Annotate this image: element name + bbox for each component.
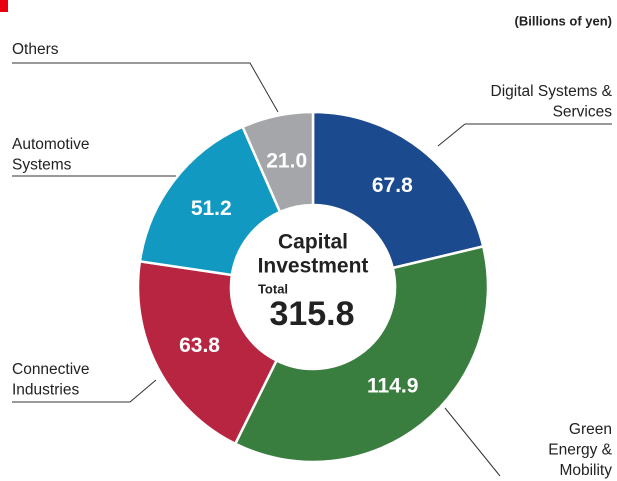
donut-segment [136, 259, 279, 446]
leader-line [12, 62, 279, 113]
value-label: 51.2 [191, 197, 232, 220]
category-label: Digital Systems & [491, 83, 613, 100]
center-title: Investment [258, 255, 369, 278]
category-label: Industries [12, 382, 79, 399]
value-label: 63.8 [179, 334, 220, 357]
category-label: Automotive [12, 136, 90, 153]
category-label: Green [569, 421, 612, 438]
category-label: Others [12, 41, 59, 58]
center-title: Capital [278, 231, 348, 254]
value-label: 114.9 [367, 375, 418, 398]
leader-line [444, 407, 501, 477]
unit-label: (Billions of yen) [515, 13, 613, 28]
category-label: Connective [12, 361, 90, 378]
category-label: Energy & [548, 442, 612, 459]
category-label: Systems [12, 157, 72, 174]
corner-mark [0, 0, 8, 12]
leader-line [12, 379, 157, 403]
category-label: Services [553, 104, 613, 121]
donut-segment [138, 125, 282, 277]
value-label: 21.0 [266, 149, 307, 172]
value-label: 67.8 [372, 174, 413, 197]
donut-segment [233, 244, 490, 464]
total-label: Total [258, 281, 288, 296]
donut-segment [240, 110, 315, 214]
category-label: Mobility [559, 462, 612, 479]
total-value: 315.8 [269, 295, 354, 333]
leader-line [437, 123, 466, 147]
donut-segment [311, 110, 485, 270]
